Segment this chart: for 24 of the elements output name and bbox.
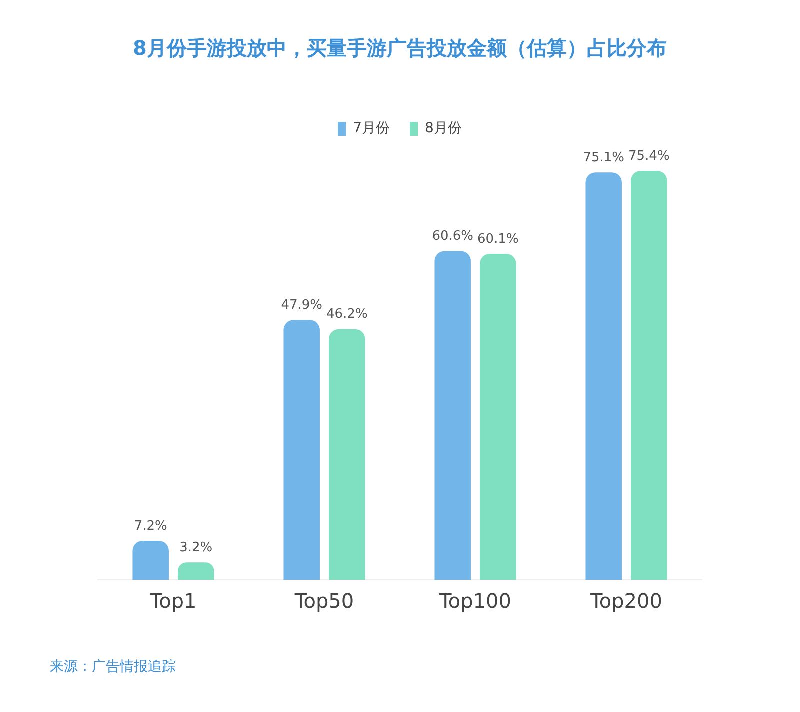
data-label: 60.6% (432, 229, 474, 244)
x-tick-label: Top200 (590, 589, 662, 614)
bar (586, 172, 622, 580)
bar (284, 320, 320, 580)
source-note: 来源：广告情报追踪 (50, 658, 177, 676)
bar (329, 329, 366, 580)
legend-label: 8月份 (425, 120, 462, 137)
x-tick-label: Top1 (149, 589, 197, 614)
bar (132, 540, 169, 580)
legend-label: 7月份 (353, 120, 390, 137)
chart-title: 8月份手游投放中，买量手游广告投放金额（估算）占比分布 (133, 36, 667, 60)
bar (178, 562, 214, 580)
data-label: 7.2% (134, 518, 168, 534)
data-label: 3.2% (180, 540, 213, 556)
data-label: 47.9% (281, 298, 323, 314)
bar (434, 251, 471, 580)
data-label: 46.2% (326, 307, 368, 322)
x-tick-label: Top100 (438, 589, 512, 614)
x-tick-label: Top50 (294, 589, 354, 614)
bar (631, 170, 668, 580)
data-label: 75.1% (583, 150, 625, 166)
data-label: 60.1% (477, 232, 519, 247)
data-label: 75.4% (628, 148, 670, 164)
bar (480, 254, 516, 580)
